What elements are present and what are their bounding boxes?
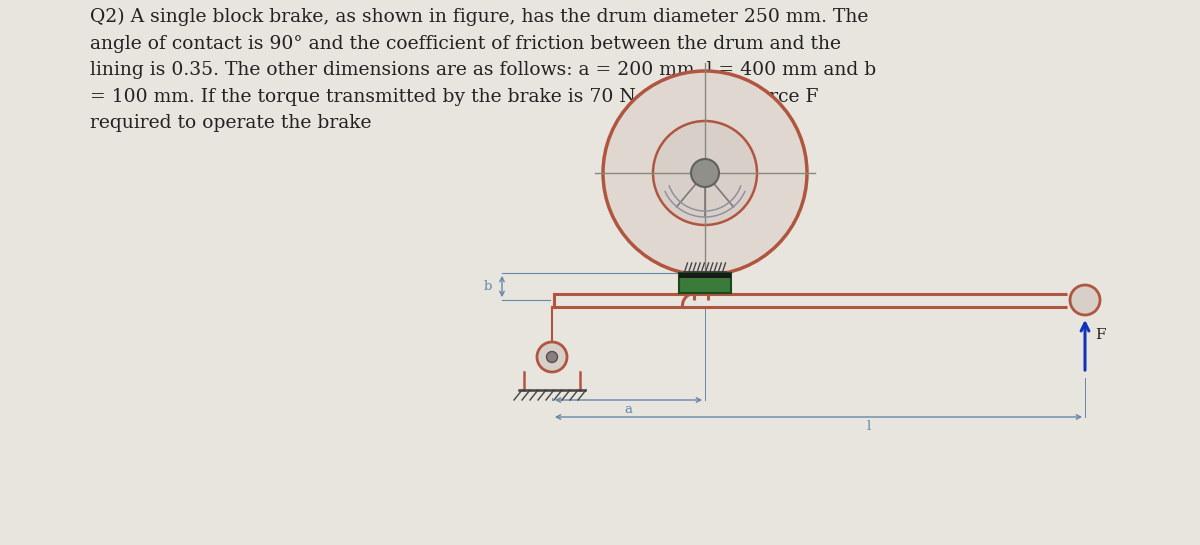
Circle shape: [1070, 285, 1100, 315]
Circle shape: [691, 159, 719, 187]
Circle shape: [538, 342, 568, 372]
Text: b: b: [484, 280, 492, 293]
Bar: [679, 273, 731, 277]
Bar: [679, 273, 731, 293]
Text: a: a: [624, 403, 632, 416]
Circle shape: [546, 352, 558, 362]
Circle shape: [604, 71, 808, 275]
Text: F: F: [1096, 328, 1105, 342]
Text: Q2) A single block brake, as shown in figure, has the drum diameter 250 mm. The
: Q2) A single block brake, as shown in fi…: [90, 8, 876, 132]
Circle shape: [653, 121, 757, 225]
Text: l: l: [866, 420, 871, 433]
